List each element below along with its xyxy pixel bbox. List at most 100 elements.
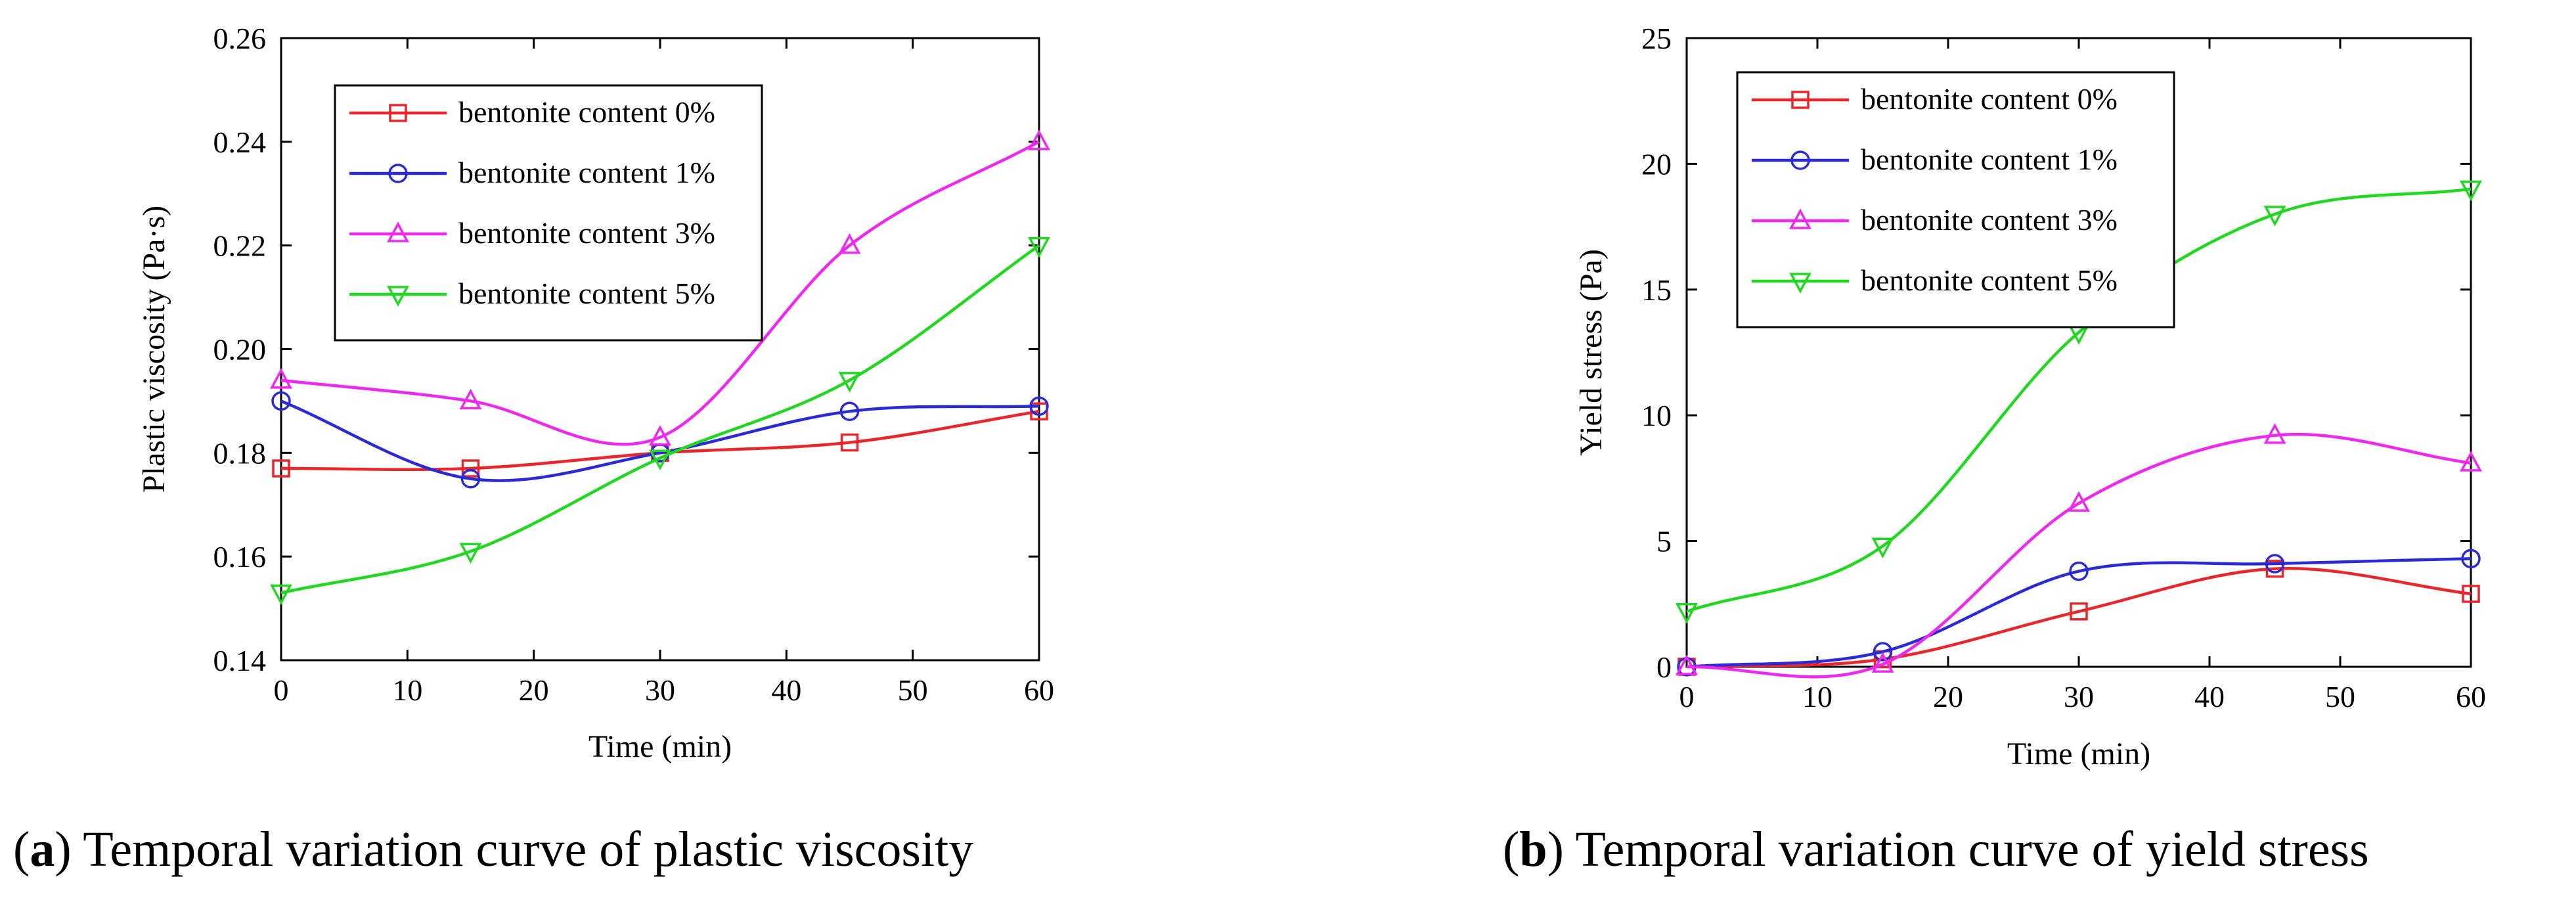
y-tick-label: 0.14 xyxy=(213,644,267,677)
legend-swatch-marker xyxy=(387,286,409,307)
x-axis-label: Time (min) xyxy=(588,729,732,764)
x-tick-label: 40 xyxy=(771,673,801,707)
y-tick-label: 25 xyxy=(1641,22,1672,55)
data-point xyxy=(2263,206,2286,227)
x-tick-label: 20 xyxy=(519,673,549,707)
data-point xyxy=(2265,554,2285,574)
data-point xyxy=(2460,451,2482,472)
y-tick-label: 0.22 xyxy=(213,229,267,263)
legend-label: bentonite content 5% xyxy=(1861,263,2118,297)
legend-label: bentonite content 3% xyxy=(458,216,715,250)
legend-box xyxy=(1736,71,2175,328)
series-bentonite-content-1- xyxy=(271,391,1049,489)
series-bentonite-content-3- xyxy=(270,129,1050,446)
data-point xyxy=(461,459,480,478)
panel-a-chart: 0 10 20 30 40 50 60 0.14 0.16 0.18 0.20 0.22 0.24 0.2… xyxy=(137,22,1054,764)
series-line xyxy=(1686,557,2472,669)
data-point xyxy=(1028,129,1050,150)
data-point xyxy=(840,433,859,452)
x-tick-label: 0 xyxy=(274,673,289,707)
legend-label: bentonite content 0% xyxy=(1861,82,2118,116)
x-tick-label: 10 xyxy=(1802,680,1832,713)
legend-label: bentonite content 1% xyxy=(1861,143,2118,176)
legend-swatch-marker xyxy=(1791,91,1810,109)
x-axis-label: Time (min) xyxy=(2007,736,2150,771)
data-point xyxy=(1871,537,1894,558)
y-tick-label: 0.18 xyxy=(213,436,267,470)
legend: bentonite content 0% bentonite content 1%… xyxy=(334,84,763,342)
data-point xyxy=(270,584,292,606)
y-tick-label: 5 xyxy=(1656,525,1672,558)
legend-swatch-marker xyxy=(1789,208,1811,229)
data-point xyxy=(2460,180,2482,202)
x-tick-label: 20 xyxy=(1933,680,1963,713)
legend-swatch-marker xyxy=(389,104,407,122)
x-tick-label: 50 xyxy=(2325,680,2355,713)
y-tick-label: 0.16 xyxy=(213,540,267,574)
legend-label: bentonite content 5% xyxy=(458,277,715,310)
series-bentonite-content-1- xyxy=(1677,549,2481,677)
y-tick-label: 0 xyxy=(1656,650,1672,684)
series-line xyxy=(1686,432,2472,679)
data-point xyxy=(839,401,860,421)
x-tick-label: 50 xyxy=(898,673,928,707)
x-tick-label: 10 xyxy=(392,673,422,707)
data-point xyxy=(271,391,291,411)
x-tick-label: 30 xyxy=(645,673,675,707)
y-tick-label: 10 xyxy=(1641,399,1672,432)
data-point xyxy=(1029,396,1049,416)
y-axis-label: Plastic viscosity (Pa·s) xyxy=(137,206,171,493)
x-tick-label: 60 xyxy=(2456,680,2486,713)
series-line xyxy=(1686,567,2472,669)
legend-swatch-marker xyxy=(1790,150,1810,170)
caption-b: (b) Temporal variation curve of yield st… xyxy=(1503,822,2369,877)
data-point xyxy=(2461,549,2481,569)
data-point xyxy=(459,543,482,564)
x-tick-label: 30 xyxy=(2064,680,2094,713)
data-point xyxy=(1871,652,1894,673)
x-tick-label: 0 xyxy=(1679,680,1695,713)
series-bentonite-content-0- xyxy=(272,402,1048,478)
data-point xyxy=(272,459,290,478)
data-point xyxy=(2263,423,2286,444)
legend-label: bentonite content 3% xyxy=(1861,203,2118,236)
y-tick-label: 20 xyxy=(1641,147,1672,181)
data-point xyxy=(1676,654,1698,675)
data-point xyxy=(270,368,292,389)
data-point xyxy=(2462,585,2480,603)
legend-label: bentonite content 0% xyxy=(458,95,715,129)
y-tick-label: 0.24 xyxy=(213,125,267,159)
series-bentonite-content-5- xyxy=(270,236,1050,606)
data-point xyxy=(1676,603,1698,624)
legend-swatch-marker xyxy=(1789,273,1811,294)
data-point xyxy=(2070,602,2088,621)
y-tick-label: 0.26 xyxy=(213,22,267,55)
series-bentonite-content-5- xyxy=(1676,180,2482,624)
y-tick-label: 0.20 xyxy=(213,333,267,367)
data-point xyxy=(838,233,861,254)
data-point xyxy=(1028,236,1050,258)
series-line xyxy=(280,244,1040,595)
caption-a: (a) Temporal variation curve of plastic … xyxy=(13,822,973,877)
series-line xyxy=(280,399,1040,482)
y-tick-label: 15 xyxy=(1641,273,1672,307)
series-bentonite-content-3- xyxy=(1676,423,2482,679)
data-point xyxy=(2068,491,2090,512)
legend-box xyxy=(334,84,763,342)
data-point xyxy=(459,388,482,410)
y-axis-label: Yield stress (Pa) xyxy=(1574,249,1609,456)
x-tick-label: 40 xyxy=(2194,680,2225,713)
data-point xyxy=(460,469,481,489)
data-point xyxy=(649,424,671,446)
panel-b-chart: 0 10 20 30 40 50 60 0 5 10 15 20 25 Time (min) Yield s… xyxy=(1574,22,2486,771)
data-point xyxy=(1873,642,1893,662)
legend-swatch-marker xyxy=(387,221,409,242)
legend-label: bentonite content 1% xyxy=(458,156,715,189)
legend: bentonite content 0% bentonite content 1%… xyxy=(1736,71,2175,328)
data-point xyxy=(2069,561,2089,581)
legend-swatch-marker xyxy=(388,164,408,183)
data-point xyxy=(838,372,861,393)
series-line xyxy=(1686,187,2472,613)
x-tick-label: 60 xyxy=(1024,673,1054,707)
